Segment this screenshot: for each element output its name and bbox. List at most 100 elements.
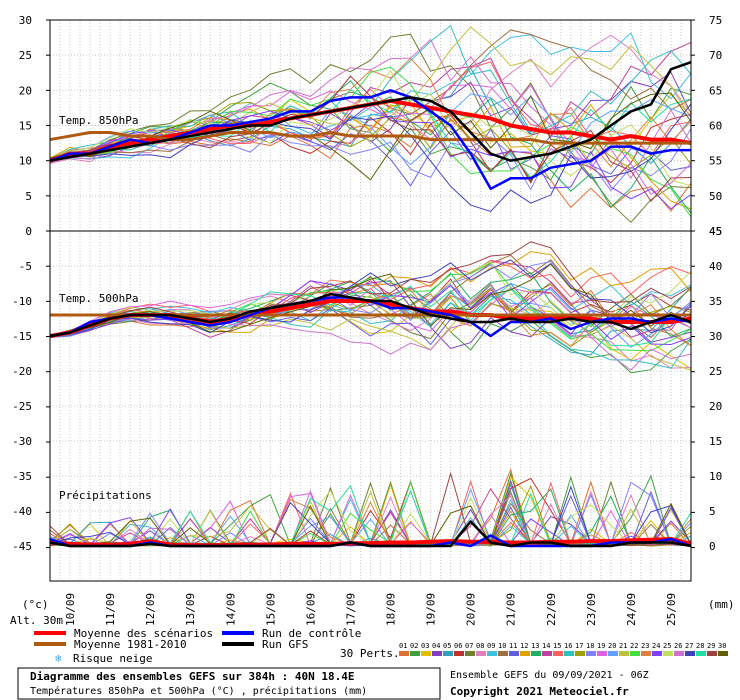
y-tick-right-precip: 45 bbox=[709, 225, 722, 238]
y-tick-left-500: -45 bbox=[12, 540, 32, 553]
y-tick-right-850: 45 bbox=[709, 225, 722, 238]
x-tick-label: 10/09 bbox=[64, 593, 77, 626]
legend-label: Run de contrôle bbox=[262, 627, 361, 640]
y-tick-left-850: 0 bbox=[25, 225, 32, 238]
y-tick-left-850: 10 bbox=[19, 155, 32, 168]
chart-title: Diagramme des ensembles GEFS sur 384h : … bbox=[30, 670, 355, 683]
x-tick-label: 25/09 bbox=[665, 593, 678, 626]
pert-id-label: 28 bbox=[696, 642, 704, 650]
perts-label: 30 Perts. bbox=[340, 647, 400, 660]
pert-line-850 bbox=[49, 128, 692, 187]
plot-border bbox=[49, 19, 692, 582]
pert-id-label: 19 bbox=[597, 642, 605, 650]
pert-id-label: 26 bbox=[674, 642, 682, 650]
y-tick-left-850: 5 bbox=[25, 190, 32, 203]
pert-id-label: 10 bbox=[498, 642, 506, 650]
legend-label: Run GFS bbox=[262, 638, 308, 651]
pert-color-box bbox=[465, 651, 475, 656]
x-tick-label: 23/09 bbox=[585, 593, 598, 626]
x-tick-label: 17/09 bbox=[344, 593, 357, 626]
pert-color-box bbox=[619, 651, 629, 656]
pert-line-500 bbox=[49, 259, 692, 338]
pert-id-label: 03 bbox=[421, 642, 429, 650]
series-850 bbox=[49, 61, 692, 162]
legend-label: Moyenne 1981-2010 bbox=[74, 638, 187, 651]
pert-color-box bbox=[421, 651, 431, 656]
pert-color-box bbox=[553, 651, 563, 656]
pert-line-500 bbox=[49, 241, 692, 336]
y-tick-right-precip: 25 bbox=[709, 365, 722, 378]
pert-id-label: 07 bbox=[465, 642, 473, 650]
pert-line-500 bbox=[49, 287, 692, 371]
pert-id-label: 05 bbox=[443, 642, 451, 650]
pert-id-label: 25 bbox=[663, 642, 671, 650]
pert-id-label: 18 bbox=[586, 642, 594, 650]
pert-color-box bbox=[410, 651, 420, 656]
pert-color-box bbox=[597, 651, 607, 656]
pert-color-box bbox=[663, 651, 673, 656]
y-tick-left-500: -35 bbox=[12, 470, 32, 483]
series-precip bbox=[49, 520, 692, 548]
y-tick-left-850: 25 bbox=[19, 49, 32, 62]
y-tick-right-precip: 40 bbox=[709, 260, 722, 273]
pert-color-box bbox=[608, 651, 618, 656]
y-tick-left-500: -5 bbox=[19, 260, 32, 273]
y-tick-right-precip: 30 bbox=[709, 330, 722, 343]
panel-label-precip: Précipitations bbox=[59, 489, 152, 502]
pert-color-box bbox=[487, 651, 497, 656]
x-tick-label: 12/09 bbox=[144, 593, 157, 626]
pert-id-label: 27 bbox=[685, 642, 693, 650]
y-tick-left-500: -25 bbox=[12, 400, 32, 413]
panel-label-500: Temp. 500hPa bbox=[59, 292, 138, 305]
pert-id-label: 17 bbox=[575, 642, 583, 650]
pert-color-box bbox=[542, 651, 552, 656]
pert-line-500 bbox=[49, 279, 692, 347]
axes: 05101520253045505560657075-45-40-35-30-2… bbox=[12, 14, 722, 626]
pert-color-box bbox=[718, 651, 728, 656]
pert-color-box bbox=[454, 651, 464, 656]
pert-color-box bbox=[498, 651, 508, 656]
pert-line-850 bbox=[49, 26, 692, 159]
pert-color-box bbox=[443, 651, 453, 656]
pert-color-box bbox=[509, 651, 519, 656]
y-tick-right-850: 50 bbox=[709, 190, 722, 203]
pert-line-850 bbox=[49, 103, 692, 213]
y-tick-right-850: 75 bbox=[709, 14, 722, 27]
right-unit: (mm) bbox=[708, 598, 735, 611]
pert-line-500 bbox=[49, 260, 692, 337]
pert-line-850 bbox=[49, 82, 692, 181]
y-tick-left-500: -15 bbox=[12, 330, 32, 343]
y-tick-left-500: -10 bbox=[12, 295, 32, 308]
y-tick-right-850: 60 bbox=[709, 120, 722, 133]
pert-id-label: 14 bbox=[542, 642, 550, 650]
y-tick-right-850: 65 bbox=[709, 84, 722, 97]
pert-id-label: 11 bbox=[509, 642, 517, 650]
y-tick-right-precip: 5 bbox=[709, 505, 716, 518]
x-tick-label: 13/09 bbox=[184, 593, 197, 626]
series-precip bbox=[49, 537, 692, 548]
pert-id-label: 01 bbox=[399, 642, 407, 650]
pert-line-850 bbox=[49, 32, 692, 163]
x-tick-label: 22/09 bbox=[545, 593, 558, 626]
y-tick-right-850: 55 bbox=[709, 155, 722, 168]
pert-id-label: 16 bbox=[564, 642, 572, 650]
x-tick-label: 16/09 bbox=[304, 593, 317, 626]
y-tick-left-500: -40 bbox=[12, 505, 32, 518]
pert-id-label: 29 bbox=[707, 642, 715, 650]
pert-line-500 bbox=[49, 286, 692, 356]
x-tick-label: 18/09 bbox=[385, 593, 398, 626]
x-tick-label: 15/09 bbox=[264, 593, 277, 626]
pert-id-label: 22 bbox=[630, 642, 638, 650]
x-tick-label: 24/09 bbox=[625, 593, 638, 626]
pert-id-label: 09 bbox=[487, 642, 495, 650]
pert-color-box bbox=[564, 651, 574, 656]
pert-color-box bbox=[652, 651, 662, 656]
snow-risk-label: Risque neige bbox=[73, 652, 152, 665]
pert-color-box bbox=[531, 651, 541, 656]
x-tick-label: 21/09 bbox=[505, 593, 518, 626]
pert-color-box bbox=[520, 651, 530, 656]
pert-id-label: 04 bbox=[432, 642, 440, 650]
pert-id-label: 21 bbox=[619, 642, 627, 650]
pert-color-box bbox=[685, 651, 695, 656]
